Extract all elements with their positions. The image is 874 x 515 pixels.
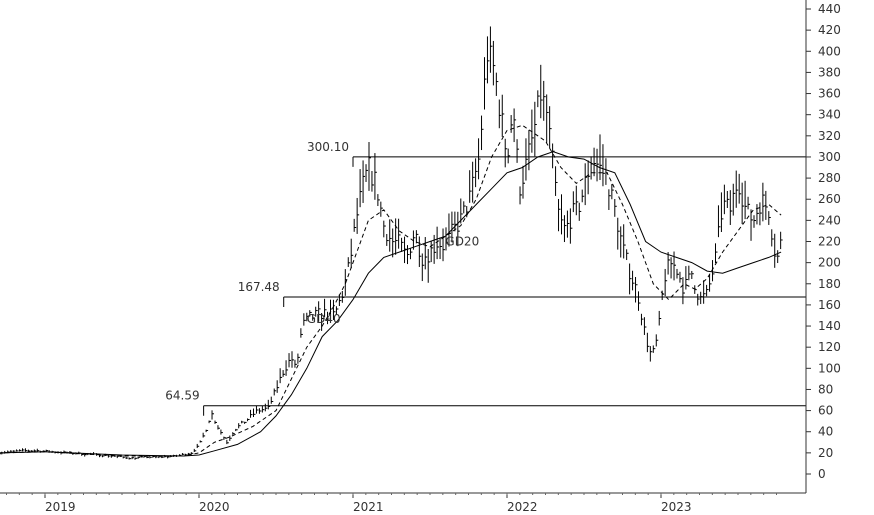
level-label: 64.59 <box>165 389 199 403</box>
x-tick-label: 2022 <box>507 500 538 514</box>
x-tick-label: 2020 <box>199 500 230 514</box>
x-tick-label: 2019 <box>45 500 76 514</box>
y-tick-label: 400 <box>818 44 841 58</box>
y-axis: 0 20 40 60 80 100 120 140 160 180 200 220 240 260 280 3… <box>805 0 841 493</box>
y-tick-label: 140 <box>818 319 841 333</box>
y-tick-label: 0 <box>818 467 826 481</box>
x-tick-label: 2023 <box>661 500 692 514</box>
horizontal-levels: 300.10 167.48 64.59 <box>165 140 806 416</box>
gd20-line <box>0 124 782 457</box>
y-tick-label: 320 <box>818 129 841 143</box>
y-tick-label: 160 <box>818 298 841 312</box>
moving-averages <box>0 124 782 457</box>
level-label: 167.48 <box>238 280 280 294</box>
x-tick-label: 2021 <box>353 500 384 514</box>
gd40-line <box>0 151 782 457</box>
y-tick-label: 220 <box>818 235 841 249</box>
y-tick-label: 200 <box>818 256 841 270</box>
gd40-label: GD40 <box>307 312 341 326</box>
y-tick-label: 420 <box>818 23 841 37</box>
y-tick-label: 440 <box>818 2 841 16</box>
y-tick-label: 180 <box>818 277 841 291</box>
y-tick-label: 120 <box>818 340 841 354</box>
y-tick-label: 300 <box>818 150 841 164</box>
level-label: 300.10 <box>307 140 349 154</box>
chart-annotations: GD20 GD40 <box>307 235 479 326</box>
y-tick-label: 360 <box>818 87 841 101</box>
y-tick-label: 80 <box>818 382 833 396</box>
price-bars <box>0 26 783 460</box>
y-tick-label: 60 <box>818 404 833 418</box>
gd20-label: GD20 <box>445 235 479 249</box>
x-axis: 2019 2020 2021 2022 2023 <box>0 492 806 514</box>
y-tick-label: 260 <box>818 192 841 206</box>
y-tick-label: 40 <box>818 425 833 439</box>
y-tick-label: 280 <box>818 171 841 185</box>
y-tick-label: 240 <box>818 213 841 227</box>
y-tick-label: 380 <box>818 65 841 79</box>
y-tick-label: 100 <box>818 361 841 375</box>
y-tick-label: 340 <box>818 108 841 122</box>
y-tick-label: 20 <box>818 446 833 460</box>
